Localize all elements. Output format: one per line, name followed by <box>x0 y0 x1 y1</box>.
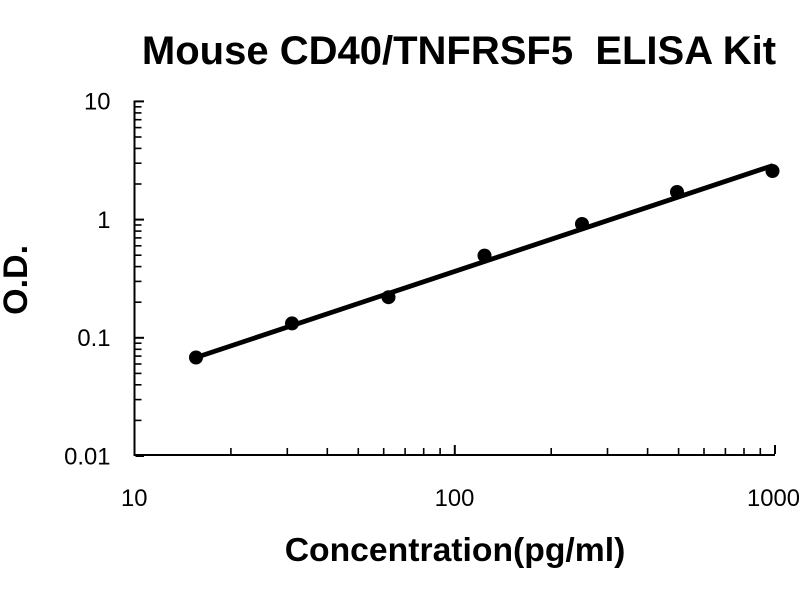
svg-text:1000: 1000 <box>747 485 800 512</box>
svg-text:0.1: 0.1 <box>77 325 110 352</box>
svg-text:0.01: 0.01 <box>64 443 110 470</box>
svg-text:1: 1 <box>97 207 110 234</box>
svg-text:O.D.: O.D. <box>0 245 35 315</box>
svg-text:10: 10 <box>121 485 147 512</box>
svg-text:10: 10 <box>84 88 110 115</box>
svg-text:Concentration(pg/ml): Concentration(pg/ml) <box>285 531 626 569</box>
svg-text:100: 100 <box>435 485 475 512</box>
svg-text:Mouse CD40/TNFRSF5 ELISA Kit: Mouse CD40/TNFRSF5 ELISA Kit <box>142 29 776 73</box>
